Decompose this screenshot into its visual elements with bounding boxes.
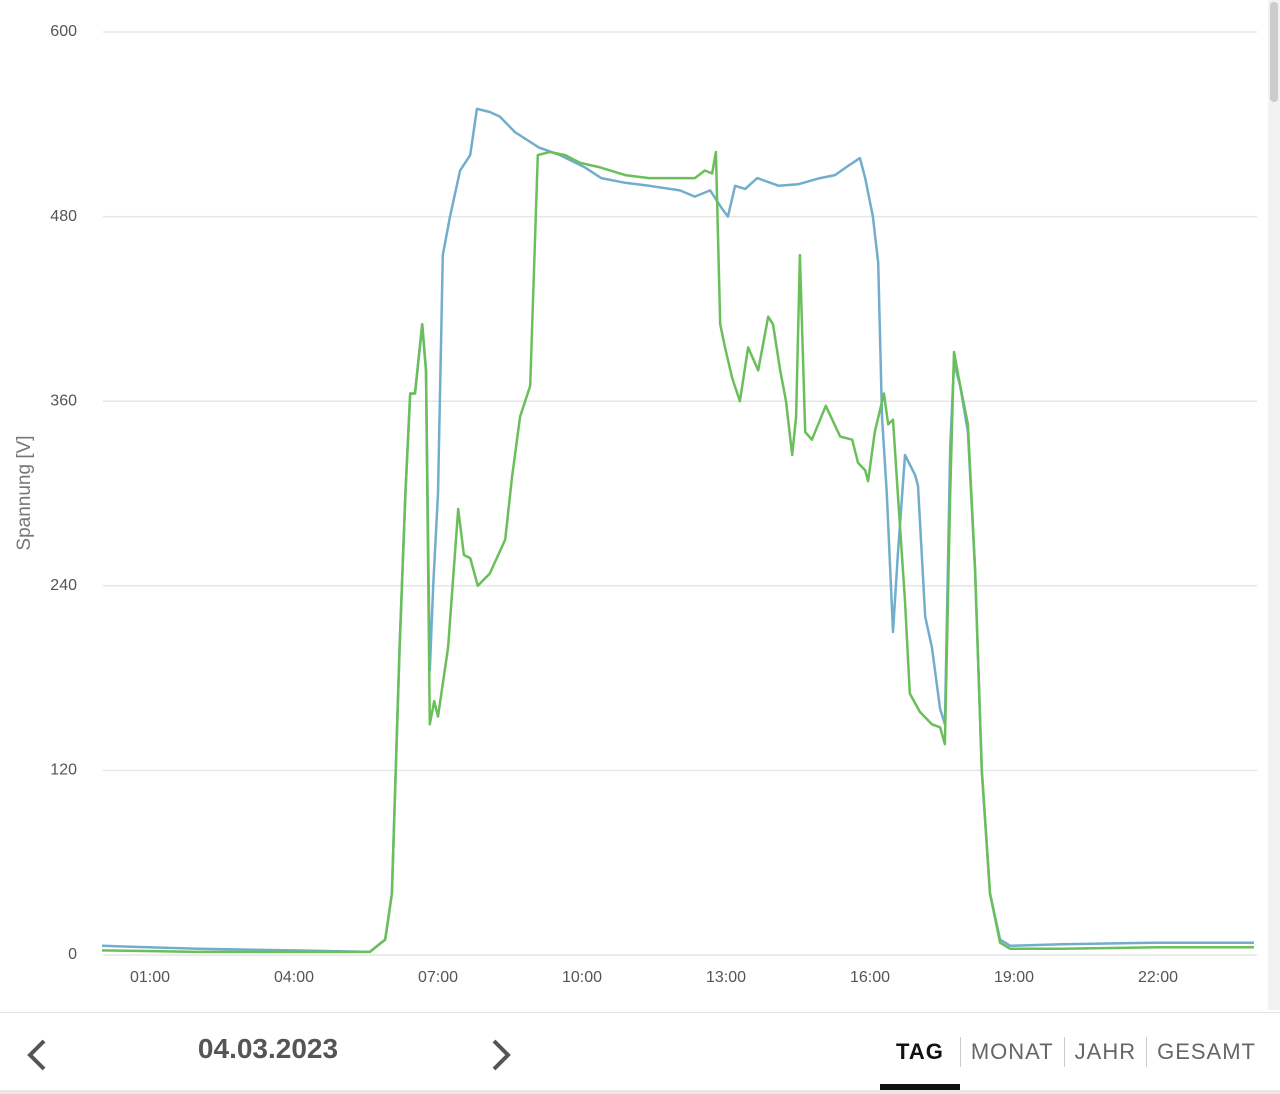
x-tick-label: 10:00 bbox=[562, 969, 602, 986]
series-line bbox=[101, 107, 1254, 954]
prev-button[interactable] bbox=[18, 1035, 58, 1075]
chart: Spannung [V] 0 120 240 360 480 600 01:00 04:00 0… bbox=[14, 23, 1257, 986]
y-tick-label: 0 bbox=[68, 946, 77, 963]
tab[interactable]: JAHR bbox=[1063, 1037, 1146, 1067]
tab[interactable]: TAG bbox=[880, 1037, 960, 1090]
y-tick-label: 600 bbox=[50, 23, 77, 40]
x-tick-label: 07:00 bbox=[418, 969, 458, 986]
y-tick-label: 120 bbox=[50, 762, 77, 779]
y-tick-label: 360 bbox=[50, 392, 77, 409]
x-tick-label: 16:00 bbox=[850, 969, 890, 986]
y-tick-label: 240 bbox=[50, 577, 77, 594]
x-tick-label: 01:00 bbox=[130, 969, 170, 986]
x-tick-label: 22:00 bbox=[1138, 969, 1178, 986]
bottom-strip bbox=[0, 1090, 1280, 1094]
y-axis-label: Spannung [V] bbox=[14, 435, 35, 550]
scrollbar-thumb[interactable] bbox=[1270, 2, 1278, 102]
x-tick-label: 13:00 bbox=[706, 969, 746, 986]
tab[interactable]: GESAMT bbox=[1146, 1037, 1266, 1067]
date: 04.03.2023 bbox=[197, 1033, 339, 1064]
next-button[interactable] bbox=[480, 1035, 520, 1075]
series-line bbox=[101, 150, 1254, 954]
x-tick-label: 19:00 bbox=[994, 969, 1034, 986]
x-tick-label: 04:00 bbox=[274, 969, 314, 986]
tab[interactable]: MONAT bbox=[959, 1037, 1064, 1067]
footer: 04.03.2023 TAG MONAT JAHR GESAMT bbox=[0, 1012, 1280, 1091]
tabs: TAG MONAT JAHR GESAMT bbox=[880, 1037, 1266, 1090]
y-tick-label: 480 bbox=[50, 208, 77, 225]
scrollbar bbox=[1268, 0, 1280, 1010]
